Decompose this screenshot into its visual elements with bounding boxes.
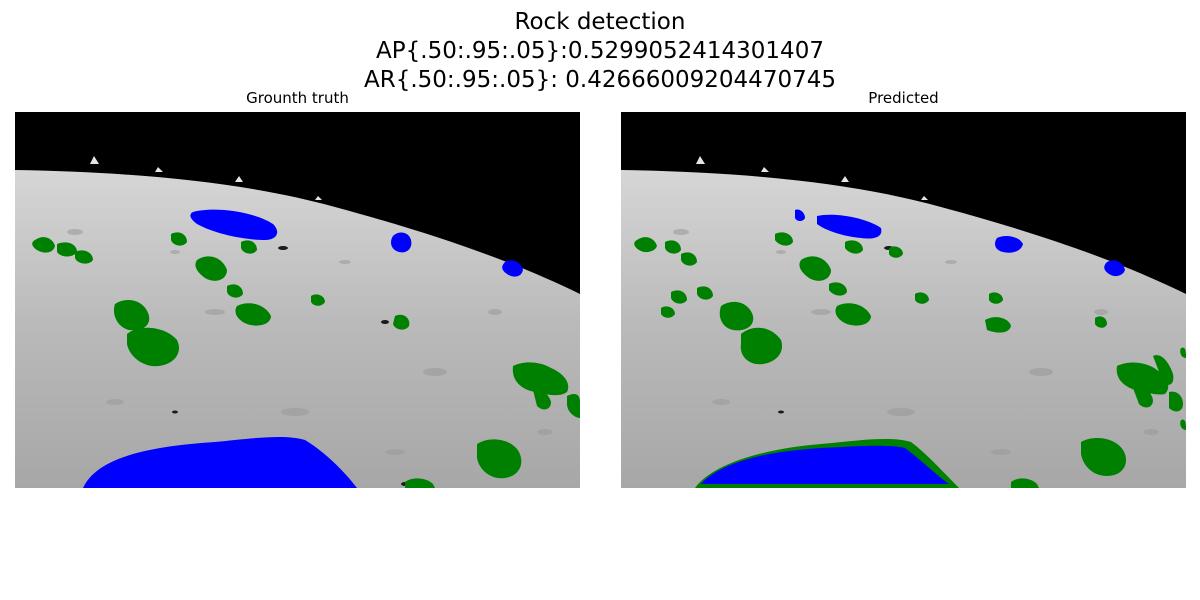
asteroid-surface	[621, 170, 1186, 488]
figure-title: Rock detection AP{.50:.95:.05}:0.5299052…	[0, 8, 1200, 95]
predicted-label: Predicted	[868, 89, 939, 107]
predicted-image	[621, 112, 1186, 488]
large-rock-masks	[795, 209, 1125, 277]
small-rock-masks	[32, 232, 580, 488]
title-line-ap: AP{.50:.95:.05}:0.5299052414301407	[376, 38, 824, 64]
title-line-ar: AR{.50:.95:.05}: 0.42666009204470745	[364, 67, 836, 93]
large-rock-masks	[83, 209, 523, 488]
large-rock-inner-mask	[701, 445, 949, 484]
surface-texture	[673, 229, 1159, 455]
ground-truth-panel	[15, 112, 580, 488]
small-rock-masks	[634, 232, 1186, 488]
ground-truth-image	[15, 112, 580, 488]
surface-texture	[67, 229, 553, 455]
asteroid-surface	[15, 170, 580, 488]
predicted-panel	[621, 112, 1186, 488]
ground-truth-label: Grounth truth	[246, 89, 349, 107]
title-line-main: Rock detection	[514, 9, 686, 35]
